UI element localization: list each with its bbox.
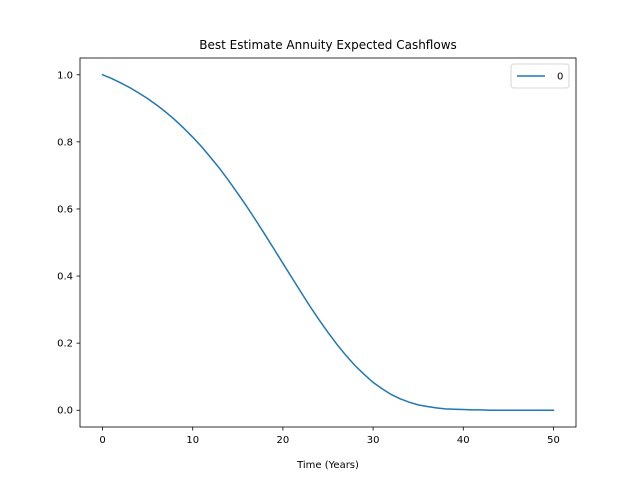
- y-tick-label: 0.0: [57, 406, 73, 417]
- y-tick-label: 0.6: [57, 204, 73, 215]
- series-line-0: [101, 73, 555, 411]
- plot-area: 0 10 20 30 40 50 0.0 0.2 0.4 0.6 0.8 1.0: [57, 57, 577, 446]
- legend: 0: [510, 63, 570, 89]
- x-tick-label: 0: [99, 435, 105, 446]
- y-tick-label: 0.8: [57, 137, 73, 148]
- x-tick-label: 10: [186, 435, 199, 446]
- x-tick-label: 30: [367, 435, 380, 446]
- x-tick-label: 50: [547, 435, 560, 446]
- axes-frame: [79, 57, 577, 428]
- x-axis-label: Time (Years): [296, 460, 359, 471]
- x-tick-label: 40: [457, 435, 470, 446]
- y-tick-label: 0.2: [57, 339, 73, 350]
- y-tick-label: 0.4: [57, 272, 73, 283]
- legend-label: 0: [557, 72, 563, 83]
- x-tick-label: 20: [277, 435, 290, 446]
- chart-title: Best Estimate Annuity Expected Cashflows: [199, 38, 457, 52]
- y-tick-label: 1.0: [57, 70, 73, 81]
